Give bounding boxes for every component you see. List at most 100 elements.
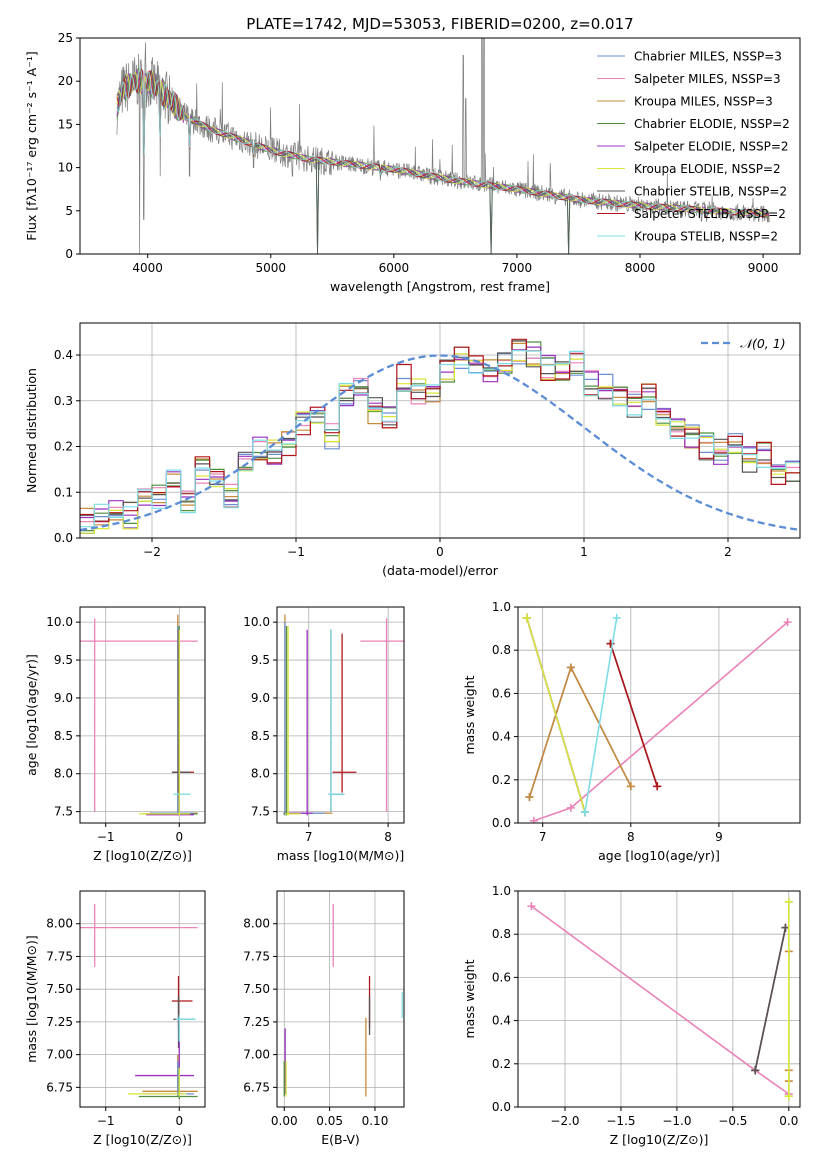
- residuals-xtick-label: −1: [287, 545, 305, 559]
- weight-vs-age-plot-area: [522, 613, 792, 823]
- age-vs-z-xtick-label: 0: [175, 830, 183, 844]
- mass-vs-ebv-plot-area: [283, 904, 403, 1097]
- weight-line-kroupa-stelib: [584, 617, 618, 813]
- mass-vs-z-ytick-label: 7.50: [46, 982, 73, 996]
- weight-point: [784, 897, 793, 906]
- mass-vs-ebv-ytick-label: 8.00: [243, 917, 270, 931]
- spectrum-xtick-label: 4000: [132, 261, 163, 275]
- weight-point: [525, 793, 534, 802]
- weight-vs-z-ytick-label: 0.6: [492, 970, 511, 984]
- mass-vs-z-ytick-label: 8.00: [46, 917, 73, 931]
- spectrum-ytick-label: 20: [58, 74, 73, 88]
- spectrum-ytick-label: 15: [58, 117, 73, 131]
- legend-entry: Salpeter MILES, NSSP=3: [634, 72, 781, 86]
- residuals-xtick-label: 2: [724, 545, 732, 559]
- age-vs-z-xtick-label: −1: [97, 830, 115, 844]
- age-vs-mass-ytick-label: 8.0: [251, 767, 270, 781]
- mass-vs-ebv-ytick-label: 6.75: [243, 1080, 270, 1094]
- mass-vs-ebv-panel: 0.00 0.05 0.10 6.75 7.00 7.25 7.50 7.75 8.00 E(B-…: [243, 890, 405, 1147]
- age-vs-mass-xlabel: mass [log10(M/M⊙)]: [277, 848, 405, 863]
- age-vs-z-plot-area: [80, 614, 198, 816]
- weight-vs-z-xtick-label: −0.5: [718, 1114, 747, 1128]
- age-vs-mass-ytick-label: 7.5: [251, 805, 270, 819]
- weight-point: [527, 902, 536, 911]
- mass-vs-z-ytick-label: 7.25: [46, 1015, 73, 1029]
- spectrum-frame: [79, 37, 801, 255]
- residuals-xtick-label: 1: [580, 545, 588, 559]
- weight-vs-z-ytick-label: 0.8: [492, 927, 511, 941]
- age-vs-z-frame: [79, 606, 206, 824]
- mass-vs-z-plot-area: [80, 904, 198, 1100]
- age-vs-z-xlabel: Z [log10(Z/Z⊙)]: [93, 848, 192, 863]
- weight-vs-age-frame: [517, 606, 801, 824]
- age-vs-z-ytick-label: 7.5: [54, 805, 73, 819]
- age-vs-z-ytick-label: 9.0: [54, 691, 73, 705]
- age-vs-z-ytick-label: 8.0: [54, 767, 73, 781]
- age-vs-z-ytick-label: 9.5: [54, 653, 73, 667]
- legend-entry: Chabrier STELIB, NSSP=2: [634, 185, 787, 199]
- weight-line-chabrier-stelib: [754, 927, 787, 1071]
- spectrum-xtick-label: 9000: [748, 261, 779, 275]
- mass-vs-ebv-ytick-label: 7.00: [243, 1048, 270, 1062]
- age-vs-z-ytick-label: 10.0: [46, 615, 73, 629]
- residuals-ytick-label: 0.2: [54, 440, 73, 454]
- mass-vs-ebv-xtick-label: 0.05: [316, 1114, 343, 1128]
- gaussian-reference-curve: [80, 354, 800, 532]
- age-vs-mass-xtick-label: 7: [305, 830, 313, 844]
- weight-vs-age-ytick-label: 0.8: [492, 643, 511, 657]
- mass-vs-z-frame: [79, 890, 206, 1108]
- weight-vs-age-xtick-label: 9: [715, 830, 723, 844]
- spectrum-ylabel: Flux [fλ10⁻¹⁷ erg cm⁻² s⁻¹ A⁻¹]: [24, 51, 39, 240]
- weight-point: [783, 618, 792, 627]
- weight-vs-age-xtick-label: 7: [539, 830, 547, 844]
- age-vs-mass-ytick-label: 9.5: [251, 653, 270, 667]
- residuals-ytick-label: 0.1: [54, 485, 73, 499]
- age-vs-mass-frame: [276, 606, 405, 824]
- weight-vs-z-xtick-label: −1.0: [662, 1114, 691, 1128]
- mass-vs-ebv-ytick-label: 7.75: [243, 949, 270, 963]
- weight-point: [751, 1066, 760, 1075]
- weight-vs-z-panel: −2.0 −1.5 −1.0 −0.5 0.0 0.0 0.2 0.4 0.6 0.8 1.0 Z […: [462, 884, 801, 1147]
- spectrum-xtick-label: 7000: [502, 261, 533, 275]
- weight-vs-z-xtick-label: 0.0: [779, 1114, 798, 1128]
- spectrum-legend: Chabrier MILES, NSSP=3 Salpeter MILES, NS…: [597, 50, 790, 244]
- weight-vs-z-ytick-label: 0.0: [492, 1100, 511, 1114]
- residuals-ytick-label: 0.0: [54, 531, 73, 545]
- weight-point: [784, 1092, 793, 1101]
- mass-vs-z-ytick-label: 6.75: [46, 1080, 73, 1094]
- residuals-ytick-label: 0.4: [54, 348, 73, 362]
- weight-vs-age-ytick-label: 0.4: [492, 730, 511, 744]
- mass-vs-z-ytick-label: 7.75: [46, 949, 73, 963]
- residuals-ylabel: Normed distribution: [24, 368, 39, 493]
- weight-vs-z-xlabel: Z [log10(Z/Z⊙)]: [610, 1132, 709, 1147]
- age-vs-z-ylabel: age [log10(age/yr)]: [24, 654, 39, 776]
- figure-title: PLATE=1742, MJD=53053, FIBERID=0200, z=0…: [246, 15, 633, 33]
- spectrum-xtick-label: 6000: [379, 261, 410, 275]
- legend-entry: Kroupa STELIB, NSSP=2: [634, 230, 778, 244]
- weight-point: [529, 816, 538, 823]
- mass-vs-ebv-ytick-label: 7.50: [243, 982, 270, 996]
- mass-vs-z-ytick-label: 7.00: [46, 1048, 73, 1062]
- weight-point: [626, 782, 635, 791]
- model-spectrum-kroupa-stelib: [116, 66, 770, 219]
- weight-line-kroupa-elodie: [526, 617, 586, 813]
- mass-vs-z-xtick-label: −1: [97, 1114, 115, 1128]
- weight-vs-age-panel: 7 8 9 0.0 0.2 0.4 0.6 0.8 1.0 age [log10(age/yr)]…: [462, 600, 801, 863]
- mass-vs-z-xlabel: Z [log10(Z/Z⊙)]: [93, 1132, 192, 1147]
- weight-point: [580, 808, 589, 817]
- weight-vs-age-ytick-label: 0.6: [492, 686, 511, 700]
- spectrum-ytick-label: 0: [65, 247, 73, 261]
- mass-vs-ebv-frame: [276, 890, 405, 1108]
- weight-vs-z-xtick-label: −1.5: [606, 1114, 635, 1128]
- mass-vs-z-ylabel: mass [log10(M/M⊙)]: [24, 935, 39, 1063]
- weight-vs-z-ytick-label: 1.0: [492, 884, 511, 898]
- residuals-ytick-label: 0.3: [54, 394, 73, 408]
- model-spectrum-kroupa-elodie: [116, 70, 770, 218]
- weight-vs-age-ytick-label: 1.0: [492, 600, 511, 614]
- weight-point: [612, 613, 621, 622]
- mass-vs-ebv-ytick-label: 7.25: [243, 1015, 270, 1029]
- legend-entry: Kroupa ELODIE, NSSP=2: [634, 162, 781, 176]
- age-vs-mass-panel: 7 8 7.5 8.0 8.5 9.0 9.5 10.0 mass [log10(M/M⊙)]: [243, 606, 405, 863]
- age-vs-mass-ytick-label: 9.0: [251, 691, 270, 705]
